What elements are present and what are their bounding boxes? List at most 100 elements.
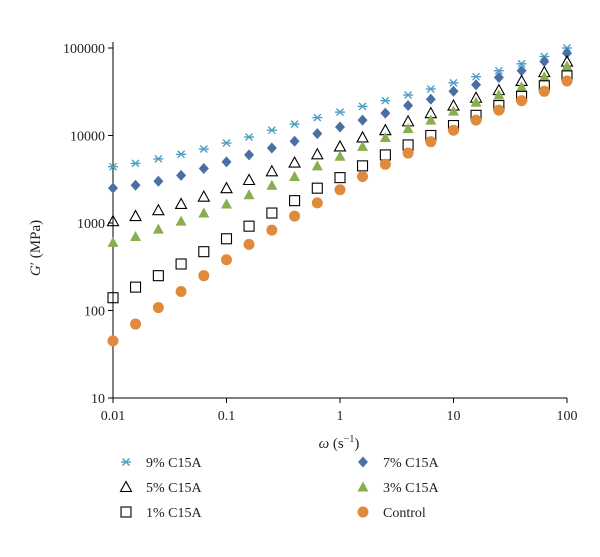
data-point	[107, 236, 119, 247]
legend-item: 5% C15A	[119, 480, 203, 496]
x-tick-label: 1	[337, 409, 344, 424]
data-point	[471, 72, 482, 81]
data-point	[289, 210, 301, 222]
data-point	[244, 149, 255, 161]
series-5-c15a	[106, 54, 574, 227]
data-point	[425, 114, 437, 125]
legend-item: 1% C15A	[120, 506, 203, 521]
data-point	[266, 142, 277, 154]
data-point	[289, 135, 300, 147]
data-point	[176, 150, 187, 159]
y-axis-prime: ′	[28, 262, 44, 265]
data-point	[357, 170, 369, 182]
data-point	[539, 56, 550, 68]
data-point	[448, 78, 459, 87]
data-point	[471, 79, 482, 91]
data-points	[106, 44, 574, 347]
data-point	[174, 197, 188, 210]
data-point	[425, 85, 436, 93]
data-point	[312, 128, 323, 140]
legend-item: Control	[357, 506, 426, 521]
legend-marker	[357, 481, 369, 492]
data-point	[356, 160, 369, 172]
data-point	[493, 66, 504, 75]
data-point	[266, 207, 278, 219]
data-point	[562, 47, 572, 59]
x-axis-symbol: ω	[319, 436, 330, 452]
data-point	[130, 179, 141, 191]
data-point	[288, 155, 302, 168]
data-point	[266, 126, 277, 135]
legend-label: 7% C15A	[383, 456, 440, 471]
legend-marker	[120, 506, 132, 518]
data-point	[152, 270, 164, 282]
data-point	[176, 169, 187, 181]
data-point	[357, 114, 368, 126]
data-point	[198, 270, 210, 282]
legend-marker	[358, 456, 368, 468]
y-tick-label: 100000	[63, 42, 105, 57]
data-point	[448, 105, 459, 116]
x-tick-label: 0.01	[101, 409, 126, 424]
data-point	[448, 85, 459, 97]
data-point	[333, 139, 347, 152]
data-point	[310, 147, 324, 160]
data-point	[152, 302, 164, 314]
data-point	[266, 224, 278, 236]
data-point	[198, 207, 210, 218]
y-tick-label: 10	[91, 392, 105, 407]
y-tick-label: 1000	[77, 217, 105, 232]
data-point	[152, 223, 164, 234]
data-point	[107, 335, 119, 347]
data-point	[403, 91, 414, 100]
series-9-c15a	[108, 44, 572, 171]
data-point	[311, 182, 323, 194]
data-point	[516, 65, 527, 77]
legend-label: 5% C15A	[146, 481, 203, 496]
data-point	[380, 107, 391, 119]
tick-labels: 0.01 0.1 1 10 100 10 100 1000 10000 100000	[63, 42, 578, 424]
x-tick-label: 100	[557, 409, 578, 424]
y-tick-label: 10000	[70, 130, 105, 145]
data-point	[311, 197, 323, 209]
data-point	[107, 292, 119, 304]
legend-item: 7% C15A	[358, 456, 440, 471]
data-point	[289, 170, 301, 181]
data-point	[130, 231, 142, 242]
data-point	[266, 179, 278, 190]
data-point	[289, 120, 300, 129]
data-point	[153, 154, 164, 163]
data-point	[198, 145, 209, 154]
data-point	[289, 195, 301, 207]
data-point	[493, 89, 505, 100]
data-point	[175, 285, 187, 297]
series-control	[107, 75, 573, 347]
y-axis-symbol: G	[28, 265, 44, 276]
x-axis-close: )	[354, 436, 359, 452]
data-point	[221, 156, 232, 168]
x-axis-label: ω (s−1)	[319, 434, 360, 452]
legend-marker	[357, 506, 369, 518]
legend-marker	[121, 458, 131, 466]
data-point	[425, 93, 436, 105]
data-point	[380, 96, 391, 105]
data-point	[357, 102, 368, 111]
data-point	[538, 71, 550, 82]
data-point	[335, 121, 345, 133]
x-tick-label: 10	[447, 409, 461, 424]
data-point	[335, 108, 345, 117]
data-point	[221, 139, 232, 148]
data-point	[175, 215, 187, 226]
data-point	[198, 246, 210, 258]
data-point	[243, 189, 255, 200]
data-point	[403, 100, 414, 112]
data-point	[108, 182, 118, 194]
data-point	[448, 124, 459, 136]
data-point	[356, 130, 369, 143]
data-point	[379, 131, 391, 142]
legend-label: 3% C15A	[383, 481, 440, 496]
data-point	[243, 220, 255, 232]
data-point	[151, 203, 165, 216]
data-point	[334, 172, 346, 184]
